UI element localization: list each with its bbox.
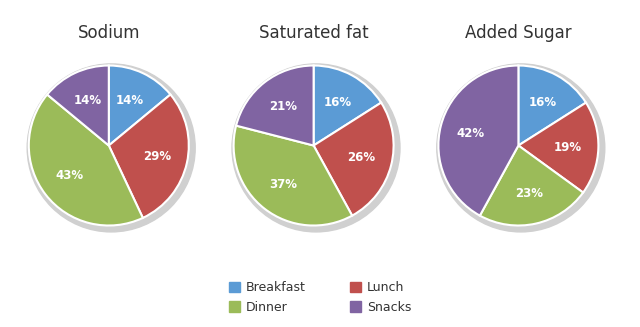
Text: 43%: 43%	[56, 169, 84, 182]
Circle shape	[436, 64, 605, 232]
Wedge shape	[438, 65, 518, 215]
Wedge shape	[518, 103, 598, 193]
Text: 16%: 16%	[528, 95, 556, 109]
Wedge shape	[109, 95, 189, 218]
Text: 14%: 14%	[74, 94, 102, 107]
Circle shape	[232, 64, 400, 232]
Text: 14%: 14%	[116, 94, 144, 107]
Title: Sodium: Sodium	[77, 25, 140, 43]
Wedge shape	[234, 126, 352, 226]
Legend: Breakfast, Dinner, Lunch, Snacks: Breakfast, Dinner, Lunch, Snacks	[225, 278, 415, 318]
Text: 16%: 16%	[323, 95, 351, 109]
Text: 29%: 29%	[143, 150, 172, 163]
Wedge shape	[109, 65, 170, 146]
Wedge shape	[29, 95, 143, 226]
Text: 23%: 23%	[515, 187, 543, 200]
Title: Saturated fat: Saturated fat	[259, 25, 369, 43]
Wedge shape	[314, 65, 381, 146]
Text: 21%: 21%	[269, 100, 297, 113]
Wedge shape	[47, 65, 109, 146]
Text: 42%: 42%	[456, 127, 484, 140]
Wedge shape	[480, 146, 583, 226]
Text: 26%: 26%	[348, 151, 376, 164]
Text: 37%: 37%	[269, 178, 297, 191]
Title: Added Sugar: Added Sugar	[465, 25, 572, 43]
Wedge shape	[236, 65, 314, 146]
Wedge shape	[314, 103, 394, 215]
Circle shape	[28, 64, 195, 232]
Text: 19%: 19%	[554, 141, 582, 154]
Wedge shape	[518, 65, 586, 146]
